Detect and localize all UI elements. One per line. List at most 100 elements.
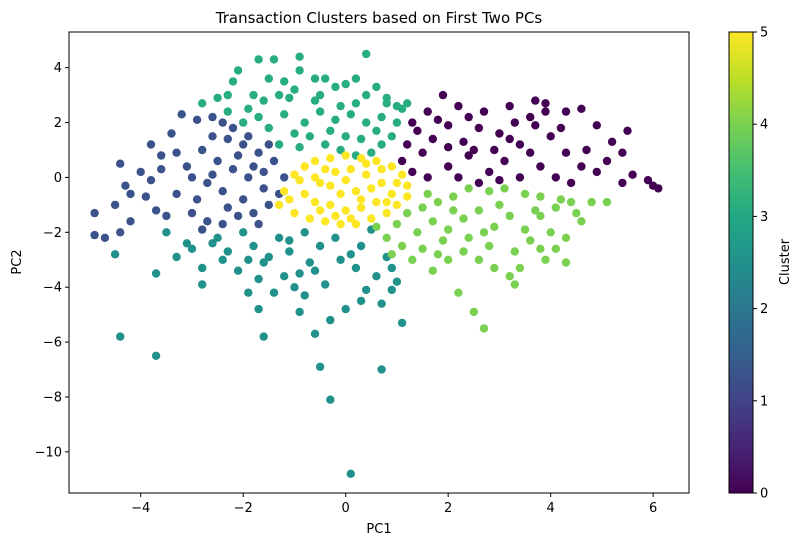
data-point bbox=[274, 140, 284, 149]
data-point bbox=[454, 101, 463, 111]
data-point bbox=[300, 162, 309, 171]
data-point bbox=[495, 129, 504, 138]
data-point bbox=[485, 187, 494, 196]
cluster-4-points bbox=[372, 184, 612, 333]
data-point bbox=[336, 255, 345, 264]
data-point bbox=[490, 145, 499, 155]
data-point bbox=[290, 283, 299, 292]
data-point bbox=[459, 137, 468, 146]
data-point bbox=[187, 208, 197, 218]
data-point bbox=[387, 263, 396, 273]
data-point bbox=[146, 140, 156, 149]
data-point bbox=[116, 159, 125, 168]
data-point bbox=[285, 93, 294, 103]
y-tick-label: −8 bbox=[43, 390, 62, 405]
data-point bbox=[326, 126, 335, 135]
data-point bbox=[218, 187, 227, 196]
x-tick-label: −4 bbox=[131, 501, 150, 516]
data-point bbox=[254, 55, 263, 64]
data-point bbox=[341, 79, 350, 89]
data-point bbox=[280, 272, 289, 281]
data-point bbox=[423, 173, 432, 182]
data-point bbox=[254, 219, 263, 229]
data-point bbox=[249, 208, 258, 218]
data-point bbox=[541, 107, 550, 116]
data-point bbox=[290, 170, 299, 179]
data-point bbox=[310, 74, 320, 83]
data-point bbox=[264, 200, 273, 210]
data-point bbox=[444, 255, 453, 264]
data-point bbox=[531, 206, 540, 215]
data-point bbox=[244, 132, 253, 141]
data-point bbox=[321, 140, 330, 149]
data-point bbox=[356, 154, 366, 163]
data-point bbox=[397, 104, 407, 114]
data-point bbox=[244, 104, 253, 114]
data-point bbox=[203, 178, 212, 188]
plot-frame bbox=[68, 31, 690, 494]
data-point bbox=[623, 126, 632, 135]
data-point bbox=[336, 189, 345, 199]
data-point bbox=[223, 203, 232, 212]
data-point bbox=[566, 178, 576, 188]
x-tick-label: 6 bbox=[649, 501, 657, 516]
data-point bbox=[326, 154, 335, 163]
data-point bbox=[239, 195, 248, 204]
data-point bbox=[239, 140, 248, 149]
data-point bbox=[536, 244, 545, 253]
data-point bbox=[495, 176, 504, 185]
data-point bbox=[315, 90, 325, 100]
data-point bbox=[459, 247, 468, 256]
data-point bbox=[310, 197, 320, 207]
data-point bbox=[592, 167, 601, 177]
data-point bbox=[274, 200, 284, 210]
data-point bbox=[351, 187, 361, 196]
data-point bbox=[254, 274, 263, 284]
cluster-2-points bbox=[110, 225, 407, 478]
x-tick-label: 0 bbox=[342, 501, 350, 516]
data-point bbox=[643, 176, 653, 185]
data-point bbox=[587, 197, 596, 207]
data-point bbox=[515, 140, 525, 149]
x-axis: −4 −2 0 2 4 6 bbox=[131, 493, 657, 516]
data-point bbox=[438, 236, 448, 245]
data-point bbox=[382, 197, 391, 207]
data-point bbox=[310, 266, 320, 275]
points-layer bbox=[90, 49, 663, 478]
data-point bbox=[300, 189, 309, 199]
data-point bbox=[387, 189, 396, 199]
data-point bbox=[500, 156, 509, 166]
data-point bbox=[290, 85, 299, 94]
data-point bbox=[572, 208, 581, 218]
data-point bbox=[244, 173, 253, 182]
cluster-3-points bbox=[198, 49, 412, 160]
data-point bbox=[551, 173, 560, 182]
data-point bbox=[213, 233, 222, 242]
data-point bbox=[198, 225, 207, 234]
data-point bbox=[397, 241, 407, 251]
data-point bbox=[474, 206, 484, 215]
data-point bbox=[336, 145, 345, 155]
data-point bbox=[110, 250, 120, 259]
data-point bbox=[505, 211, 514, 221]
data-point bbox=[341, 151, 350, 160]
data-point bbox=[387, 132, 396, 141]
data-point bbox=[403, 140, 412, 149]
data-point bbox=[408, 118, 417, 127]
data-point bbox=[546, 228, 555, 237]
data-point bbox=[351, 263, 361, 273]
data-point bbox=[531, 121, 540, 130]
data-point bbox=[341, 132, 350, 141]
data-point bbox=[490, 263, 499, 273]
data-point bbox=[346, 110, 355, 119]
data-point bbox=[454, 288, 463, 297]
data-point bbox=[485, 167, 494, 177]
data-point bbox=[151, 269, 161, 278]
data-point bbox=[285, 195, 294, 204]
data-point bbox=[362, 118, 371, 127]
cluster-1-points bbox=[90, 110, 289, 242]
data-point bbox=[602, 156, 612, 166]
data-point bbox=[387, 162, 396, 171]
data-point bbox=[556, 123, 566, 133]
